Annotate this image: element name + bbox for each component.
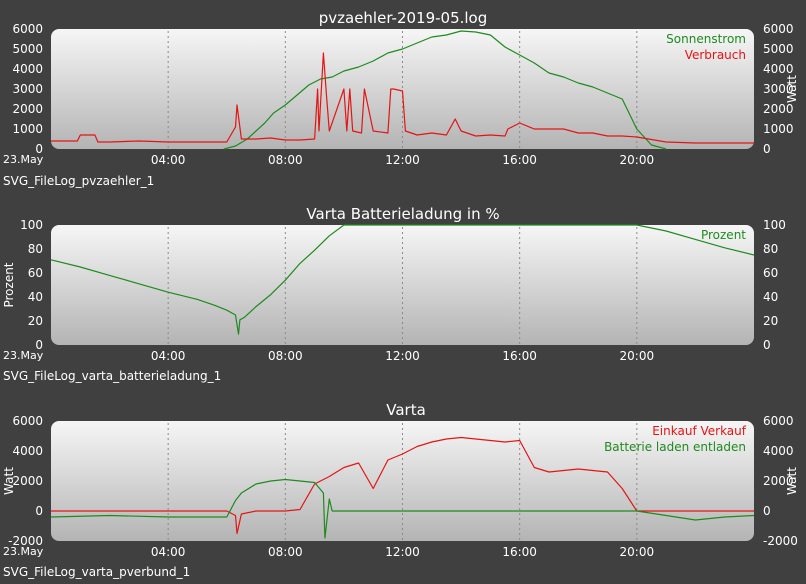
chart-1-x-tick-label: 04:00 [151, 153, 186, 167]
chart-1-x-tick-label: 20:00 [620, 153, 655, 167]
chart-2-legend-entry-1: Prozent [701, 228, 746, 242]
chart-3-y-axis-label-right: Watt [785, 467, 799, 495]
chart-3-y-tick-label-right: -2000 [763, 534, 798, 548]
chart-3-x-tick-label: 08:00 [268, 545, 303, 559]
chart-1-y-tick-label-right: 6000 [763, 22, 794, 36]
chart-2-y-tick-label-right: 40 [763, 290, 778, 304]
chart-2-series-line-1 [50, 224, 755, 335]
chart-3-y-tick-label-left: 4000 [12, 444, 43, 458]
chart-1-date-label: 23.May [3, 153, 44, 166]
chart-3-y-axis-label-left: Watt [2, 467, 16, 495]
chart-3-series-line-1 [51, 436, 754, 535]
chart-2-y-tick-label-left: 100 [20, 218, 43, 232]
chart-2-y-tick-label-left: 40 [28, 290, 43, 304]
chart-1-x-tick-label: 12:00 [385, 153, 420, 167]
chart-2-x-tick-label: 04:00 [151, 349, 186, 363]
chart-2-y-tick-label-right: 0 [763, 338, 771, 352]
chart-1-y-tick-label-right: 0 [763, 142, 771, 156]
chart-3-y-tick-label-left: 2000 [12, 474, 43, 488]
chart-1-y-tick-label-left: 6000 [12, 22, 43, 36]
chart-2-plot-area [51, 225, 754, 345]
chart-3-x-tick-label: 04:00 [151, 545, 186, 559]
chart-3-title: Varta [386, 401, 426, 419]
chart-1-y-tick-label-left: 4000 [12, 62, 43, 76]
chart-1-y-tick-label-right: 4000 [763, 62, 794, 76]
chart-2-y-tick-label-left: 20 [28, 314, 43, 328]
chart-3-caption: SVG_FileLog_varta_pverbund_1 [3, 565, 190, 579]
chart-3-y-tick-label-right: 6000 [763, 414, 794, 428]
chart-1-y-tick-label-right: 3000 [763, 82, 794, 96]
chart-2-x-tick-label: 16:00 [502, 349, 537, 363]
chart-3-y-tick-label-right: 4000 [763, 444, 794, 458]
chart-1-x-tick-label: 16:00 [502, 153, 537, 167]
chart-1-legend-entry-1: Sonnenstrom [666, 32, 746, 46]
chart-3-date-label: 23.May [3, 545, 44, 558]
chart-3-series-line-2 [50, 478, 755, 539]
chart-1-y-tick-label-left: 5000 [12, 42, 43, 56]
chart-1-y-axis-label-right: Watt [785, 75, 799, 103]
chart-1-plot-area [51, 29, 754, 149]
chart-2-y-tick-label-right: 80 [763, 242, 778, 256]
chart-2-date-label: 23.May [3, 349, 44, 362]
chart-1-series-line-2 [51, 52, 754, 144]
chart-2-y-tick-label-left: 60 [28, 266, 43, 280]
chart-2-y-tick-label-left: 0 [35, 338, 43, 352]
chart-1-y-tick-label-left: 2000 [12, 102, 43, 116]
chart-3-y-tick-label-left: -2000 [8, 534, 43, 548]
chart-3-legend-entry-1: Einkauf Verkauf [652, 424, 747, 438]
chart-2-y-tick-label-right: 20 [763, 314, 778, 328]
chart-2-x-tick-label: 12:00 [385, 349, 420, 363]
chart-2-y-tick-label-left: 80 [28, 242, 43, 256]
chart-2-y-tick-label-right: 100 [763, 218, 786, 232]
chart-3-y-tick-label-left: 0 [35, 504, 43, 518]
chart-2-x-tick-label: 08:00 [268, 349, 303, 363]
chart-1-y-tick-label-left: 0 [35, 142, 43, 156]
chart-3-y-tick-label-right: 0 [763, 504, 771, 518]
chart-1-y-tick-label-left: 3000 [12, 82, 43, 96]
chart-1-caption: SVG_FileLog_pvzaehler_1 [3, 174, 154, 188]
chart-1-legend-entry-2: Verbrauch [685, 48, 746, 62]
chart-2-title: Varta Batterieladung in % [306, 205, 499, 223]
chart-2-y-tick-label-right: 60 [763, 266, 778, 280]
chart-1-x-tick-label: 08:00 [268, 153, 303, 167]
chart-3-x-tick-label: 12:00 [385, 545, 420, 559]
chart-3-x-tick-label: 20:00 [620, 545, 655, 559]
chart-3-legend-entry-2: Batterie laden entladen [604, 440, 746, 454]
chart-2-caption: SVG_FileLog_varta_batterieladung_1 [3, 369, 221, 383]
chart-1-y-tick-label-left: 1000 [12, 122, 43, 136]
chart-3-y-tick-label-left: 6000 [12, 414, 43, 428]
chart-3-x-tick-label: 16:00 [502, 545, 537, 559]
chart-2-x-tick-label: 20:00 [620, 349, 655, 363]
chart-1-title: pvzaehler-2019-05.log [319, 9, 488, 27]
chart-1-y-tick-label-right: 1000 [763, 122, 794, 136]
chart-2-y-axis-label-left: Prozent [2, 262, 16, 307]
chart-1-y-tick-label-right: 2000 [763, 102, 794, 116]
chart-1-y-tick-label-right: 5000 [763, 42, 794, 56]
chart-3-y-tick-label-right: 2000 [763, 474, 794, 488]
chart-1-series-line-1 [223, 30, 667, 150]
